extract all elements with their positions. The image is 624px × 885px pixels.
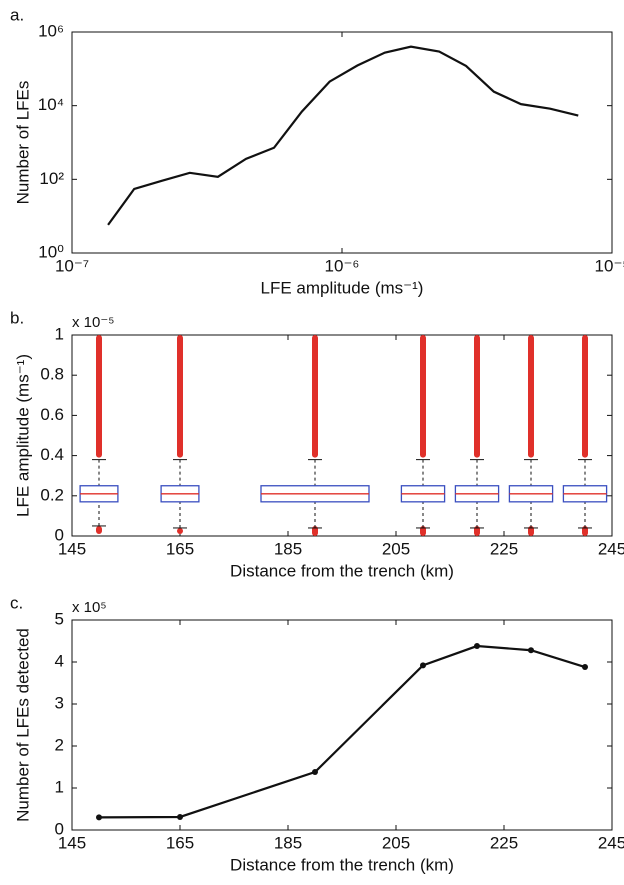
outliers-high <box>96 335 102 458</box>
data-line <box>107 45 579 226</box>
data-point <box>582 664 588 671</box>
y-tick-label: 4 <box>55 651 64 670</box>
y-tick-label: 2 <box>55 735 64 754</box>
x-tick-label: 245 <box>598 833 624 852</box>
outliers-low <box>528 525 534 536</box>
y-tick-label: 0 <box>55 525 64 544</box>
data-point <box>420 662 426 669</box>
x-tick-label: 205 <box>382 833 410 852</box>
outliers-low <box>582 525 588 536</box>
data-line <box>98 644 586 819</box>
y-tick-label: 0.2 <box>40 485 64 504</box>
x-tick-label: 205 <box>382 539 410 558</box>
x-tick-label: 185 <box>274 539 302 558</box>
outliers-high <box>177 335 183 458</box>
x-tick-label: 245 <box>598 539 624 558</box>
y-tick-label: 10⁰ <box>38 242 64 261</box>
panel-label: b. <box>10 308 24 327</box>
x-tick-label: 225 <box>490 833 518 852</box>
x-tick-label: 165 <box>166 539 194 558</box>
y-tick-label: 0 <box>55 819 64 838</box>
y-tick-label: 1 <box>55 777 64 796</box>
y-tick-label: 10⁴ <box>38 95 64 114</box>
y-tick-label: 10⁶ <box>38 21 64 40</box>
outliers-high <box>582 335 588 458</box>
y-axis-label: Number of LFEs <box>13 81 32 205</box>
x-axis-label: LFE amplitude (ms⁻¹) <box>261 278 424 297</box>
plot-frame <box>71 334 613 537</box>
y-axis-label: Number of LFEs detected <box>13 628 32 822</box>
x-axis-label: Distance from the trench (km) <box>230 855 454 874</box>
data-point <box>474 643 480 650</box>
y-tick-label: 0.8 <box>40 365 64 384</box>
y-tick-label: 1 <box>55 324 64 343</box>
y-multiplier: x 10⁻⁵ <box>72 314 115 331</box>
y-tick-label: 3 <box>55 693 64 712</box>
x-tick-label: 225 <box>490 539 518 558</box>
panel-label: a. <box>10 5 24 24</box>
plot-frame <box>71 31 613 254</box>
y-tick-label: 10² <box>39 169 64 188</box>
panel-label: c. <box>10 593 23 612</box>
y-tick-label: 5 <box>55 609 64 628</box>
y-multiplier: x 10⁵ <box>72 599 107 616</box>
x-tick-label: 10⁻⁵ <box>595 256 624 275</box>
x-axis-label: Distance from the trench (km) <box>230 561 454 580</box>
outliers-low <box>420 525 426 536</box>
x-tick-label: 165 <box>166 833 194 852</box>
outliers-low <box>177 527 183 534</box>
plot-frame <box>71 619 613 831</box>
data-point <box>528 647 534 654</box>
x-tick-label: 10⁻⁶ <box>325 256 360 275</box>
x-tick-label: 10⁻⁷ <box>55 256 89 275</box>
x-tick-label: 185 <box>274 833 302 852</box>
y-tick-label: 0.4 <box>40 445 64 464</box>
outliers-high <box>312 335 318 458</box>
data-point <box>96 814 102 821</box>
outliers-low <box>312 525 318 536</box>
outliers-high <box>420 335 426 458</box>
outliers-high <box>528 335 534 458</box>
outliers-high <box>474 335 480 458</box>
y-axis-label: LFE amplitude (ms⁻¹) <box>13 354 32 517</box>
outliers-low <box>96 525 102 534</box>
x-tick-label: 145 <box>58 833 86 852</box>
data-point <box>312 769 318 776</box>
outliers-low <box>474 525 480 536</box>
data-point <box>177 813 183 820</box>
x-tick-label: 145 <box>58 539 86 558</box>
y-tick-label: 0.6 <box>40 405 64 424</box>
